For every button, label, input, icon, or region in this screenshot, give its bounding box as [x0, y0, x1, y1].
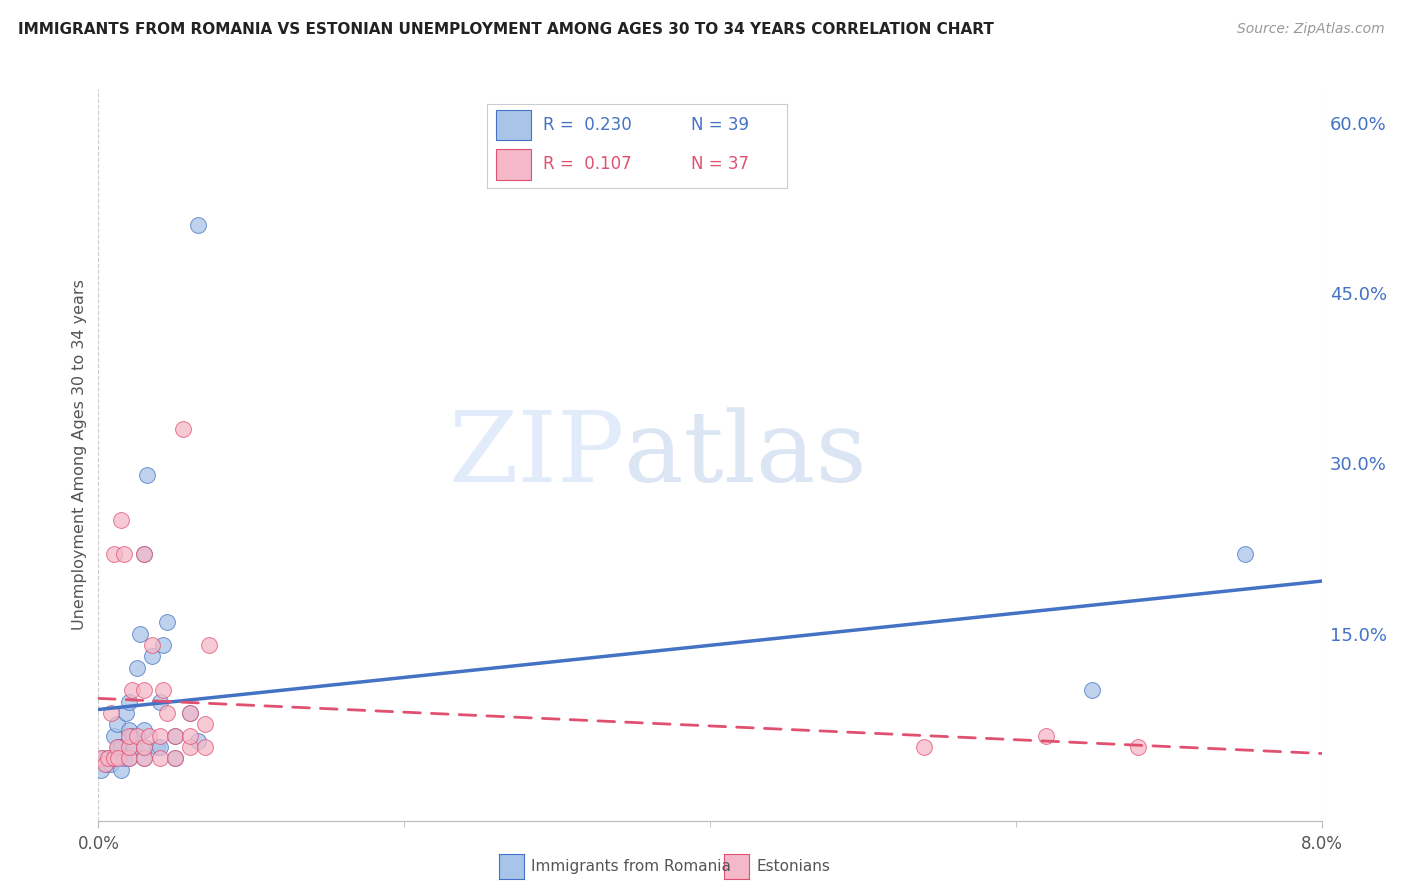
Text: Immigrants from Romania: Immigrants from Romania [531, 859, 731, 873]
Point [179, 739, 201, 754]
Point [179, 729, 201, 743]
Point [163, 751, 186, 765]
Point [172, 422, 194, 436]
Point [100, 706, 122, 720]
Point [100, 756, 122, 771]
Point [163, 751, 186, 765]
Point [1081, 683, 1104, 698]
Text: Estonians: Estonians [756, 859, 831, 873]
Point [112, 547, 135, 561]
Y-axis label: Unemployment Among Ages 30 to 34 years: Unemployment Among Ages 30 to 34 years [72, 279, 87, 631]
Point [149, 739, 172, 754]
Point [134, 547, 156, 561]
Point [118, 695, 141, 709]
Point [110, 513, 132, 527]
Point [110, 739, 132, 754]
Point [194, 717, 217, 731]
Point [179, 706, 201, 720]
Point [98, 751, 121, 765]
Point [1035, 729, 1057, 743]
Point [187, 734, 209, 748]
Point [912, 739, 935, 754]
Point [91, 751, 114, 765]
Point [134, 683, 156, 698]
Point [1128, 739, 1150, 754]
Point [112, 751, 135, 765]
Point [134, 739, 156, 754]
Point [118, 723, 141, 737]
Point [152, 638, 174, 652]
Point [103, 751, 125, 765]
Point [107, 751, 129, 765]
Point [103, 729, 125, 743]
Text: IMMIGRANTS FROM ROMANIA VS ESTONIAN UNEMPLOYMENT AMONG AGES 30 TO 34 YEARS CORRE: IMMIGRANTS FROM ROMANIA VS ESTONIAN UNEM… [18, 22, 994, 37]
Point [134, 723, 156, 737]
Point [156, 615, 179, 630]
Point [187, 219, 209, 233]
Point [125, 729, 148, 743]
Point [156, 706, 179, 720]
Point [115, 706, 138, 720]
Text: ZIP: ZIP [449, 407, 624, 503]
Point [103, 751, 125, 765]
Point [134, 547, 156, 561]
Point [110, 763, 132, 777]
Point [125, 660, 148, 674]
Point [179, 706, 201, 720]
Point [121, 729, 143, 743]
Point [105, 717, 128, 731]
Point [118, 751, 141, 765]
Point [134, 739, 156, 754]
Point [163, 729, 186, 743]
Point [149, 751, 172, 765]
Point [97, 751, 120, 765]
Point [90, 763, 112, 777]
Point [103, 547, 125, 561]
Point [149, 695, 172, 709]
Point [105, 739, 128, 754]
Point [1234, 547, 1257, 561]
Point [197, 638, 219, 652]
Point [90, 751, 112, 765]
Point [141, 649, 163, 664]
Point [93, 756, 115, 771]
Point [149, 729, 172, 743]
Point [118, 729, 141, 743]
Text: atlas: atlas [624, 407, 868, 503]
Point [118, 739, 141, 754]
Point [138, 729, 160, 743]
Point [163, 729, 186, 743]
Point [107, 739, 129, 754]
Point [128, 626, 150, 640]
Point [118, 751, 141, 765]
Point [94, 756, 117, 771]
Point [136, 467, 159, 482]
Point [152, 683, 174, 698]
Point [145, 739, 167, 754]
Point [194, 739, 217, 754]
Point [134, 751, 156, 765]
Point [121, 683, 143, 698]
Point [141, 638, 163, 652]
Point [134, 751, 156, 765]
Point [122, 739, 145, 754]
Text: Source: ZipAtlas.com: Source: ZipAtlas.com [1237, 22, 1385, 37]
Point [118, 739, 141, 754]
